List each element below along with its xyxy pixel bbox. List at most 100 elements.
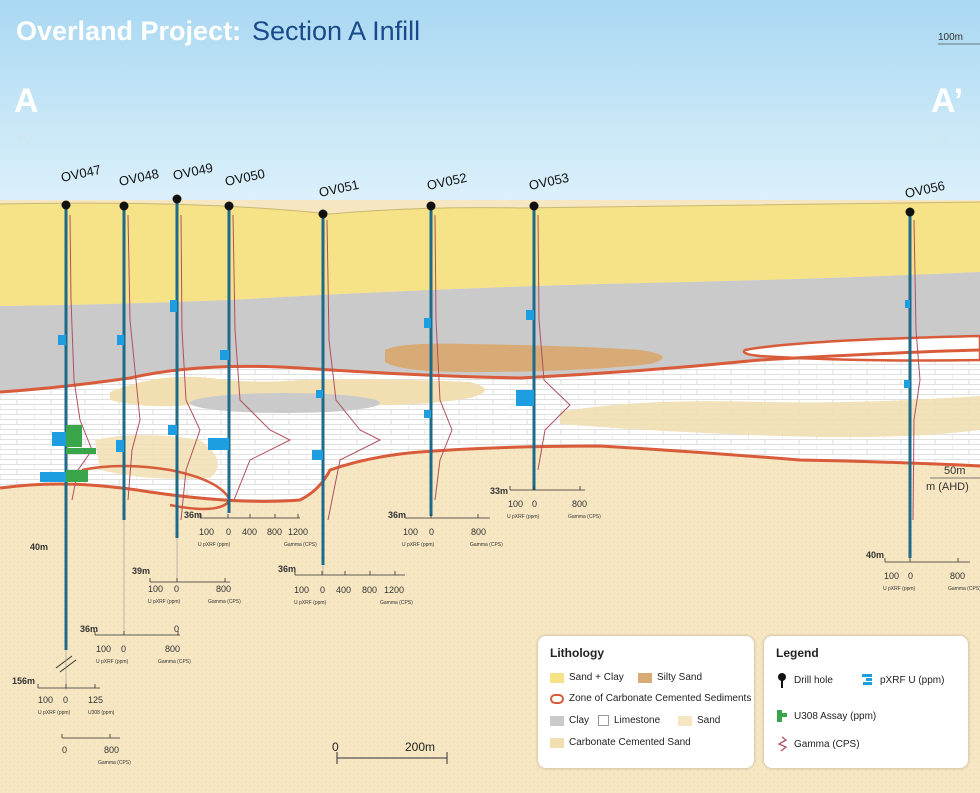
axis-tick: 100	[403, 527, 418, 537]
drill-hole-ov052[interactable]	[424, 201, 453, 517]
elevation-mark-top: 100m	[938, 32, 963, 43]
depth-label-ov050: 36m	[184, 510, 202, 520]
depth-label-ov053: 33m	[490, 486, 508, 496]
carbonate-sand-patch	[95, 435, 218, 479]
legend-item-sand: Sand	[678, 715, 720, 726]
axis-tick: 0	[226, 527, 231, 537]
depth-label-ov047: 156m	[12, 676, 35, 686]
carbonate-lens-right	[742, 334, 980, 362]
swatch-sand-clay	[550, 672, 564, 683]
axis-tick: 100	[96, 644, 111, 654]
drill-hole-ov050[interactable]	[208, 201, 292, 514]
swatch-silty-sand	[638, 672, 652, 683]
legend-label: pXRF U (ppm)	[880, 674, 945, 686]
swatch-clay	[550, 715, 564, 726]
silty-sand-lens	[385, 343, 663, 372]
drill-hole-ov053[interactable]	[516, 201, 571, 491]
swatch-carbonate-zone	[550, 693, 564, 704]
log-axis-ov047: 100 0 125 U pXRF (ppm) U308 (ppm) 0 800 …	[38, 695, 131, 766]
axis-tick: 100	[294, 585, 309, 595]
legend-item-carbonate-sand: Carbonate Cemented Sand	[550, 737, 691, 748]
scale-bar-start: 0	[332, 740, 339, 754]
depth-label-ov048: 36m	[80, 624, 98, 634]
axis-tick: 800	[267, 527, 282, 537]
log-axis-ov052: 100 0 800 U pXRF (ppm) Gamma (CPS)	[402, 527, 503, 548]
section-end-right: A’	[931, 82, 963, 120]
legend-item-pxrf: pXRF U (ppm)	[860, 673, 944, 687]
legend-label: Silty Sand	[657, 672, 703, 683]
axis-caption: U pXRF (ppm)	[38, 710, 71, 716]
axis-caption: U pXRF (ppm)	[883, 586, 916, 592]
axis-caption: Gamma (CPS)	[158, 659, 191, 665]
drill-hole-icon	[778, 673, 786, 688]
drill-hole-ov048[interactable]	[116, 201, 141, 521]
depth-label-ov052: 36m	[388, 510, 406, 520]
assay-bars-icon	[777, 710, 787, 722]
carbonate-zone-loop	[81, 464, 232, 511]
axis-tick: 0	[63, 695, 68, 705]
log-axis-ov053: 100 0 800 U pXRF (ppm) Gamma (CPS)	[507, 499, 601, 520]
scale-bar-end: 200m	[405, 740, 435, 754]
section-end-right-direction: S	[936, 128, 949, 150]
axis-caption: U pXRF (ppm)	[198, 542, 231, 548]
legend-item-drill-hole: Drill hole	[776, 672, 833, 688]
clay-lens	[190, 393, 380, 413]
axis-tick: 100	[508, 499, 523, 509]
depth-guides	[65, 520, 324, 690]
axis-tick: 0	[429, 527, 434, 537]
carbonate-zone-base	[0, 444, 980, 503]
swatch-limestone	[598, 715, 609, 726]
log-axis-ov056: 100 0 800 U pXRF (ppm) Gamma (CPS)	[883, 571, 980, 592]
drill-hole-ov051[interactable]	[312, 209, 382, 566]
axis-tick: 100	[38, 695, 53, 705]
log-axis-ov049: 100 0 800 U pXRF (ppm) Gamma (CPS)	[148, 584, 241, 605]
axis-caption: Gamma (CPS)	[948, 586, 980, 592]
axis-caption: Gamma (CPS)	[98, 760, 131, 766]
axis-caption: U pXRF (ppm)	[507, 514, 540, 520]
legend-label: U308 Assay (ppm)	[794, 710, 877, 722]
drill-hole-ov047[interactable]	[40, 200, 96, 651]
axis-caption: Gamma (CPS)	[568, 514, 601, 520]
log-axis-strips	[37, 486, 970, 739]
drill-hole-ov056[interactable]	[904, 207, 921, 559]
section-end-left: A	[14, 82, 39, 120]
symbol-legend: Legend Drill hole pXRF U (ppm) U308 Assa…	[764, 636, 968, 768]
legend-label: Carbonate Cemented Sand	[569, 737, 691, 748]
axis-caption: U308 (ppm)	[88, 710, 115, 716]
axis-tick: 1200	[384, 585, 404, 595]
gamma-trace-icon	[777, 736, 788, 752]
title-project: Overland Project:	[16, 16, 241, 46]
axis-caption: Gamma (CPS)	[208, 599, 241, 605]
axis-tick: 400	[242, 527, 257, 537]
axis-tick: 800	[216, 584, 231, 594]
axis-tick: 800	[362, 585, 377, 595]
axis-tick: 0	[174, 624, 179, 634]
legend-label: Sand	[697, 715, 721, 726]
carbonate-zone-top	[0, 348, 980, 394]
drill-hole-ov049[interactable]	[168, 194, 201, 539]
axis-caption: U pXRF (ppm)	[148, 599, 181, 605]
axis-tick: 0	[908, 571, 913, 581]
log-axis-ov050: 100 0 400 800 1200 U pXRF (ppm) Gamma (C…	[198, 527, 317, 548]
axis-tick: 0	[121, 644, 126, 654]
axis-tick: 800	[471, 527, 486, 537]
drill-holes	[40, 194, 921, 651]
legend-label: Gamma (CPS)	[794, 738, 860, 750]
sky	[0, 0, 980, 215]
axis-tick: 800	[572, 499, 587, 509]
axis-tick: 125	[88, 695, 103, 705]
axis-caption: Gamma (CPS)	[284, 542, 317, 548]
axis-tick: 0	[62, 745, 67, 755]
lithology-legend: Lithology Sand + Clay Silty Sand Zone of…	[538, 636, 754, 768]
log-axis-ov048: 0 100 0 800 U pXRF (ppm) Gamma (CPS)	[96, 624, 191, 665]
axis-caption: U pXRF (ppm)	[402, 542, 435, 548]
elevation-mark-mid: 50m	[944, 465, 965, 477]
legend-label: Sand + Clay	[569, 672, 624, 683]
depth-label-ov047-upper: 40m	[30, 542, 48, 552]
legend-item-silty-sand: Silty Sand	[638, 672, 702, 683]
sand-clay-layer	[0, 202, 980, 306]
carbonate-sand-patch	[560, 396, 980, 438]
depth-label-ov051: 36m	[278, 564, 296, 574]
axis-tick: 1200	[288, 527, 308, 537]
